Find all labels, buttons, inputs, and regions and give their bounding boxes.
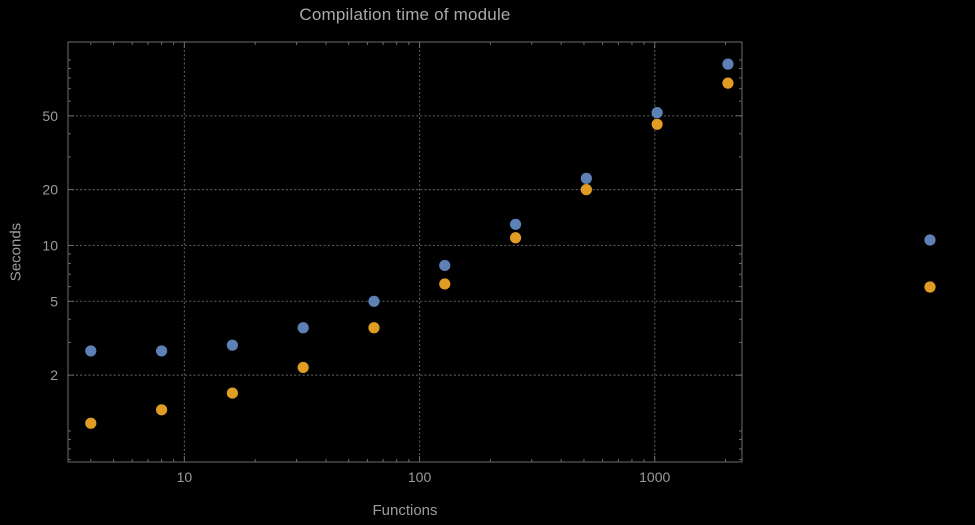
data-point-series-1	[509, 218, 522, 230]
data-point-series-2	[155, 404, 168, 416]
y-tick-label: 5	[50, 293, 58, 309]
legend-marker-series-1	[924, 234, 936, 246]
x-tick-label: 10	[177, 469, 193, 485]
y-tick-labels: 2 5 10 20 50	[42, 108, 58, 383]
series-1-points	[85, 58, 734, 357]
legend	[924, 234, 936, 293]
data-point-series-2	[368, 322, 380, 334]
y-tick-label: 10	[42, 237, 58, 253]
data-point-series-2	[85, 417, 97, 429]
data-point-series-2	[651, 118, 663, 130]
data-point-series-2	[439, 278, 451, 290]
data-point-series-1	[368, 295, 380, 307]
data-point-series-1	[226, 339, 238, 351]
x-tick-label: 1000	[639, 469, 670, 485]
gridlines	[67, 41, 743, 463]
data-point-series-1	[580, 172, 592, 184]
y-tick-label: 20	[42, 182, 58, 198]
data-point-series-1	[439, 259, 451, 272]
series-2-points	[85, 77, 734, 429]
x-tick-labels: 10 100 1000	[177, 469, 671, 485]
y-tick-label: 2	[50, 367, 58, 383]
data-point-series-1	[651, 107, 663, 119]
data-point-series-2	[509, 232, 522, 244]
x-axis-label: Functions	[372, 502, 438, 519]
data-point-series-1	[297, 322, 309, 334]
x-tick-label: 100	[408, 469, 432, 485]
data-point-series-2	[297, 361, 309, 374]
data-point-series-2	[580, 184, 592, 196]
data-point-series-2	[226, 387, 238, 399]
plot-frame	[67, 41, 743, 463]
tick-marks	[68, 42, 742, 462]
data-point-series-1	[155, 345, 168, 357]
data-point-series-2	[722, 77, 734, 89]
data-point-series-1	[85, 345, 97, 357]
legend-marker-series-2	[924, 281, 936, 293]
y-tick-label: 50	[42, 108, 58, 124]
chart-title: Compilation time of module	[299, 5, 511, 24]
data-point-series-1	[722, 58, 734, 70]
